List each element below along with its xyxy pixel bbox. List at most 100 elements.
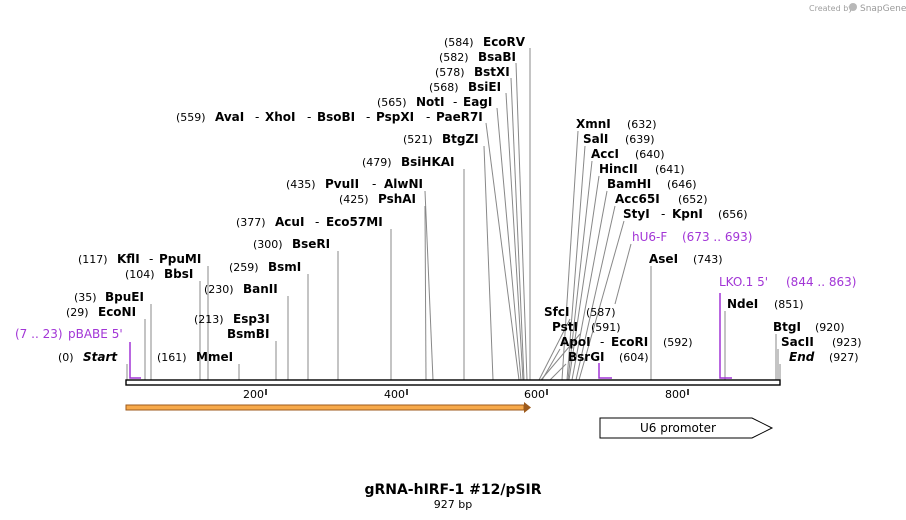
enzyme-label: EcoRI (611, 335, 648, 349)
enzyme-label: AvaI (215, 110, 244, 124)
site-position: (927) (829, 351, 859, 364)
enzyme-label: BbsI (164, 267, 193, 281)
dna-backbone (125, 379, 781, 386)
enzyme-label: Esp3I (233, 312, 270, 326)
enzyme-label: KpnI (672, 207, 703, 221)
enzyme-label: PaeR7I (436, 110, 483, 124)
site-position: (565) (377, 96, 407, 109)
enzyme-label: AccI (591, 147, 619, 161)
enzyme-label: PstI (552, 320, 578, 334)
primer-range: (844 .. 863) (786, 275, 856, 289)
start-label: Start (83, 350, 118, 364)
enzyme-label: EcoNI (98, 305, 136, 319)
enzyme-label: PspXI (376, 110, 414, 124)
label-separator: - (255, 110, 259, 124)
site-position: (652) (678, 193, 708, 206)
credit-brand: SnapGene (860, 4, 906, 14)
u6-promoter-arrow (599, 417, 774, 439)
orf-arrow (125, 402, 531, 413)
site-position: (920) (815, 321, 845, 334)
primer-range: (7 .. 23) (15, 327, 63, 341)
enzyme-label: BsoBI (317, 110, 355, 124)
enzyme-label: SfcI (544, 305, 569, 319)
enzyme-label: KflI (117, 252, 140, 266)
tick-label: 200 (243, 388, 264, 401)
enzyme-label: AlwNI (384, 177, 423, 191)
primer-marks (129, 293, 732, 379)
enzyme-label: NotI (416, 95, 445, 109)
scale-ticks (265, 389, 689, 395)
enzyme-label: StyI (623, 207, 650, 221)
enzyme-label: BsrGI (568, 350, 605, 364)
label-separator: - (149, 252, 153, 266)
snapgene-logo-icon (849, 3, 857, 11)
label-separator: - (315, 215, 319, 229)
enzyme-label: BsmBI (227, 327, 269, 341)
enzyme-label: PshAI (378, 192, 416, 206)
primer-label: hU6-F (632, 230, 667, 244)
site-position: (559) (176, 111, 206, 124)
enzyme-label: EcoRV (483, 35, 526, 49)
enzyme-label: BtgZI (442, 132, 479, 146)
site-position: (0) (58, 351, 74, 364)
enzyme-label: MmeI (196, 350, 233, 364)
tick-label: 800 (665, 388, 686, 401)
label-separator: - (600, 335, 604, 349)
site-position: (587) (586, 306, 616, 319)
site-position: (656) (718, 208, 748, 221)
site-position: (646) (667, 178, 697, 191)
enzyme-label: SalI (583, 132, 608, 146)
enzyme-label: HincII (599, 162, 638, 176)
primer-label: LKO.1 5' (719, 275, 768, 289)
site-position: (851) (774, 298, 804, 311)
promoter-label: U6 promoter (640, 421, 716, 435)
enzyme-label: BstXI (474, 65, 510, 79)
label-separator: - (426, 110, 430, 124)
site-position: (584) (444, 36, 474, 49)
enzyme-label: XhoI (265, 110, 296, 124)
enzyme-label: AseI (649, 252, 678, 266)
tick-label: 600 (524, 388, 545, 401)
credit-prefix: Created by (809, 4, 853, 13)
connector-lines (126, 48, 781, 381)
site-position: (35) (74, 291, 97, 304)
enzyme-label: SacII (781, 335, 814, 349)
enzyme-label: BsaBI (478, 50, 516, 64)
site-position: (117) (78, 253, 108, 266)
site-position: (641) (655, 163, 685, 176)
site-position: (743) (693, 253, 723, 266)
site-position: (591) (591, 321, 621, 334)
enzyme-label: XmnI (576, 117, 611, 131)
site-position: (632) (627, 118, 657, 131)
label-separator: - (307, 110, 311, 124)
site-position: (521) (403, 133, 433, 146)
site-position: (639) (625, 133, 655, 146)
site-position: (377) (236, 216, 266, 229)
site-position: (568) (429, 81, 459, 94)
site-position: (592) (663, 336, 693, 349)
site-position: (161) (157, 351, 187, 364)
site-position: (104) (125, 268, 155, 281)
label-separator: - (372, 177, 376, 191)
enzyme-label: BseRI (292, 237, 330, 251)
enzyme-label: BsiHKAI (401, 155, 455, 169)
end-label: End (789, 350, 815, 364)
enzyme-label: Acc65I (615, 192, 660, 206)
primer-label: pBABE 5' (68, 327, 123, 341)
site-position: (230) (204, 283, 234, 296)
site-position: (425) (339, 193, 369, 206)
enzyme-label: BsiEI (468, 80, 501, 94)
site-position: (29) (66, 306, 89, 319)
enzyme-label: EagI (463, 95, 492, 109)
site-position: (435) (286, 178, 316, 191)
enzyme-label: ApoI (560, 335, 591, 349)
enzyme-label: AcuI (275, 215, 304, 229)
map-title: gRNA-hIRF-1 #12/pSIR (364, 482, 541, 498)
enzyme-label: BamHI (607, 177, 651, 191)
site-position: (582) (439, 51, 469, 64)
enzyme-label: BanII (243, 282, 278, 296)
site-position: (300) (253, 238, 283, 251)
tick-label: 400 (384, 388, 405, 401)
site-position: (259) (229, 261, 259, 274)
